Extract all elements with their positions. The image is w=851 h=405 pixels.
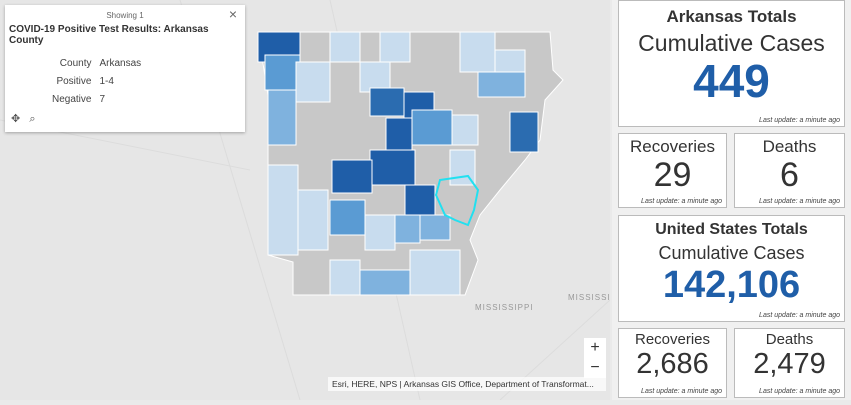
update: Last update: a minute ago (759, 198, 840, 205)
subtitle: Cumulative Cases (638, 30, 825, 56)
us-total-box: United States Totals Cumulative Cases 14… (618, 215, 845, 322)
value: 2,479 (753, 348, 826, 380)
update: Last update: a minute ago (759, 117, 840, 124)
counties (257, 31, 539, 296)
ar-total-box: Arkansas Totals Cumulative Cases 449 Las… (618, 0, 845, 127)
map-label: MISSISSIPPI (475, 303, 534, 312)
selected-county[interactable] (434, 174, 480, 227)
zoom-out[interactable]: − (584, 358, 606, 378)
subtitle: Cumulative Cases (658, 243, 805, 263)
popup-header: Showing 1 (106, 11, 144, 20)
value: 29 (653, 156, 692, 194)
popup: Showing 1 × COVID-19 Positive Test Resul… (5, 5, 245, 132)
value: 142,106 (662, 264, 801, 306)
field-row: County Arkansas (51, 57, 142, 70)
popup-title: COVID-19 Positive Test Results: Arkansas… (9, 24, 209, 46)
map[interactable]: MISSISSIPPI MISSISSIPPI Esri, HERE, NPS … (0, 0, 626, 401)
label: Recoveries (634, 331, 711, 348)
title: Arkansas Totals (666, 7, 797, 26)
update: Last update: a minute ago (641, 198, 722, 205)
field-label: County (59, 58, 92, 69)
ar-recoveries-box: Recoveries 29 Last update: a minute ago (618, 133, 727, 208)
field-value: 7 (99, 94, 106, 105)
close-button[interactable]: × (228, 6, 237, 22)
side-panel: Arkansas Totals Cumulative Cases 449 Las… (612, 0, 851, 400)
value: 449 (693, 55, 770, 107)
value: 2,686 (636, 348, 709, 380)
us-recoveries-box: Recoveries 2,686 Last update: a minute a… (618, 328, 727, 398)
attribution: Esri, HERE, NPS | Arkansas GIS Office, D… (332, 379, 594, 389)
value: 6 (780, 156, 799, 194)
popup-fields: County Arkansas Positive 1-4 Negative 7 (45, 52, 148, 111)
update: Last update: a minute ago (759, 312, 840, 319)
update: Last update: a minute ago (759, 388, 840, 395)
map-svg: MISSISSIPPI MISSISSIPPI Esri, HERE, NPS … (257, 31, 626, 391)
label: Deaths (762, 137, 817, 156)
us-deaths-box: Deaths 2,479 Last update: a minute ago (734, 328, 845, 398)
field-value: Arkansas (99, 58, 142, 69)
zoom-in[interactable]: + (584, 338, 606, 358)
label: Deaths (765, 331, 814, 348)
label: Recoveries (629, 137, 716, 156)
field-value: 1-4 (99, 76, 114, 87)
field-label: Negative (52, 94, 92, 105)
field-row: Positive 1-4 (51, 75, 142, 88)
ar-deaths-box: Deaths 6 Last update: a minute ago (734, 133, 845, 208)
field-row: Negative 7 (51, 93, 142, 106)
map-label: MISSISSIPPI (568, 293, 610, 302)
title: United States Totals (655, 221, 808, 238)
field-label: Positive (56, 76, 92, 87)
update: Last update: a minute ago (641, 388, 722, 395)
popup-actions[interactable]: ✥ ⌕ (11, 113, 36, 125)
